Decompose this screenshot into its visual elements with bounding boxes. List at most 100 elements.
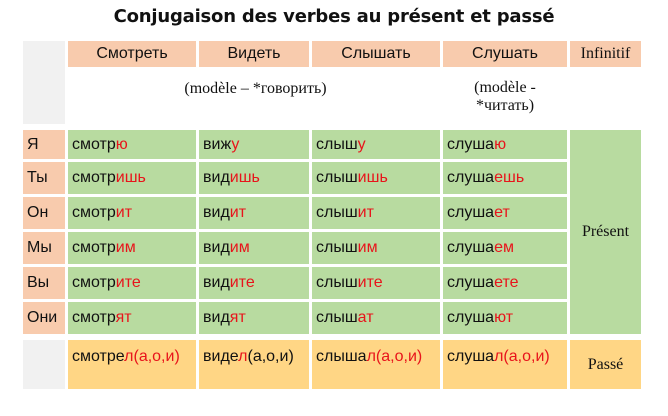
ending: ю xyxy=(494,135,507,153)
past-form-slushat: слушал(а,о,и) xyxy=(443,337,570,392)
verb-header-smotret: Смотреть xyxy=(68,38,199,70)
stem: вид xyxy=(203,169,230,186)
stem: смотр xyxy=(72,169,116,186)
pronoun-cell: Он xyxy=(20,197,68,232)
present-row: Вы смотрите видите слышите слушаете xyxy=(20,267,644,302)
present-form-slyshat: слышим xyxy=(312,232,443,267)
present-form-videt: видишь xyxy=(199,162,312,197)
stem: вид xyxy=(203,239,230,256)
past-stem: смотре xyxy=(72,348,125,365)
stem: смотр xyxy=(72,204,116,221)
present-form-videt: видим xyxy=(199,232,312,267)
ending: ат xyxy=(357,309,374,326)
present-form-slushat: слушаете xyxy=(443,267,570,302)
present-form-slushat: слушаем xyxy=(443,232,570,267)
verb-header-videt: Видеть xyxy=(199,38,312,70)
past-stem: слыша xyxy=(316,348,367,365)
present-form-slushat: слушают xyxy=(443,302,570,337)
present-form-smotret: смотрят xyxy=(68,302,199,337)
infinitif-label: Infinitif xyxy=(570,38,644,70)
pronoun-cell: Ты xyxy=(20,162,68,197)
stem: слыш xyxy=(316,274,358,291)
stem: смотр xyxy=(72,274,116,291)
pronoun-cell: Я xyxy=(20,127,68,162)
ending: у xyxy=(357,135,366,153)
ending: ете xyxy=(494,274,519,291)
model-note-govorit: (modèle – *говорить) xyxy=(68,70,443,127)
present-form-slyshat: слышит xyxy=(312,197,443,232)
present-row: Он смотрит видит слышит слушает xyxy=(20,197,644,232)
ending: ит xyxy=(229,204,247,221)
ending: им xyxy=(357,239,378,256)
present-form-smotret: смотрит xyxy=(68,197,199,232)
past-row: смотрел(а,о,и) видел(а,о,и) слышал(а,о,и) с… xyxy=(20,337,644,392)
stem: слуша xyxy=(447,239,495,256)
past-endings: (а,о,и) xyxy=(503,348,550,365)
present-form-slushat: слушаешь xyxy=(443,162,570,197)
past-form-smotret: смотрел(а,о,и) xyxy=(68,337,199,392)
stem: слыш xyxy=(316,239,358,256)
verb-header-slushat: Слушать xyxy=(443,38,570,70)
present-row: Ты смотришь видишь слышишь слушаешь xyxy=(20,162,644,197)
stem: слуша xyxy=(447,169,495,186)
ending: ишь xyxy=(357,169,388,186)
model-note-chitat: (modèle - *читать) xyxy=(443,70,570,127)
stem: вид xyxy=(203,204,230,221)
ending: ите xyxy=(115,274,141,291)
ending: им xyxy=(229,239,250,256)
present-form-smotret: смотрите xyxy=(68,267,199,302)
ending: ит xyxy=(357,204,374,221)
ending: ют xyxy=(494,309,514,326)
present-label: Présent xyxy=(570,127,644,337)
ending: ит xyxy=(115,204,133,221)
past-endings: (а,о,и) xyxy=(375,348,423,365)
corner-cell xyxy=(20,38,68,127)
stem: слуша xyxy=(447,135,495,153)
stem: вид xyxy=(203,309,230,326)
past-marker: л xyxy=(494,348,504,365)
stem: слыш xyxy=(316,309,358,326)
stem: смотр xyxy=(72,135,116,153)
stem: виж xyxy=(203,135,232,153)
stem: смотр xyxy=(72,239,116,256)
verbs-row: Смотреть Видеть Слышать Слушать Infiniti… xyxy=(20,38,644,127)
past-form-videt: видел(а,о,и) xyxy=(199,337,312,392)
model-note-line-2: *читать) xyxy=(475,97,535,114)
present-form-videt: видите xyxy=(199,267,312,302)
ending: ят xyxy=(115,309,132,326)
present-form-slyshat: слышу xyxy=(312,127,443,162)
past-stem: слуша xyxy=(447,348,495,365)
present-form-smotret: смотрю xyxy=(68,127,199,162)
verb-header-slyshat: Слышать xyxy=(312,38,443,70)
ending: ишь xyxy=(115,169,146,186)
pronoun-cell: Вы xyxy=(20,267,68,302)
ending: у xyxy=(231,135,240,153)
present-form-smotret: смотрим xyxy=(68,232,199,267)
present-form-videt: видит xyxy=(199,197,312,232)
present-form-slyshat: слышите xyxy=(312,267,443,302)
stem: вид xyxy=(203,274,230,291)
ending: ешь xyxy=(494,169,525,186)
ending: ем xyxy=(494,239,514,256)
present-row: Они смотрят видят слышат слушают xyxy=(20,302,644,337)
past-stem: виде xyxy=(203,348,239,365)
stem: слуша xyxy=(447,204,495,221)
ending: ите xyxy=(357,274,383,291)
past-form-slyshat: слышал(а,о,и) xyxy=(312,337,443,392)
model-note-line-1: (modèle - xyxy=(474,79,536,96)
present-form-slushat: слушаю xyxy=(443,127,570,162)
model-note-empty xyxy=(570,70,644,127)
ending: ет xyxy=(494,204,510,221)
stem: слуша xyxy=(447,274,495,291)
present-form-slyshat: слышишь xyxy=(312,162,443,197)
past-label: Passé xyxy=(570,337,644,392)
past-marker: л xyxy=(366,348,376,365)
stem: слыш xyxy=(316,204,358,221)
present-form-slushat: слушает xyxy=(443,197,570,232)
past-pronoun-cell xyxy=(20,337,68,392)
ending: им xyxy=(115,239,136,256)
conjugation-table: Смотреть Видеть Слышать Слушать Infiniti… xyxy=(20,38,644,392)
stem: слуша xyxy=(447,309,495,326)
